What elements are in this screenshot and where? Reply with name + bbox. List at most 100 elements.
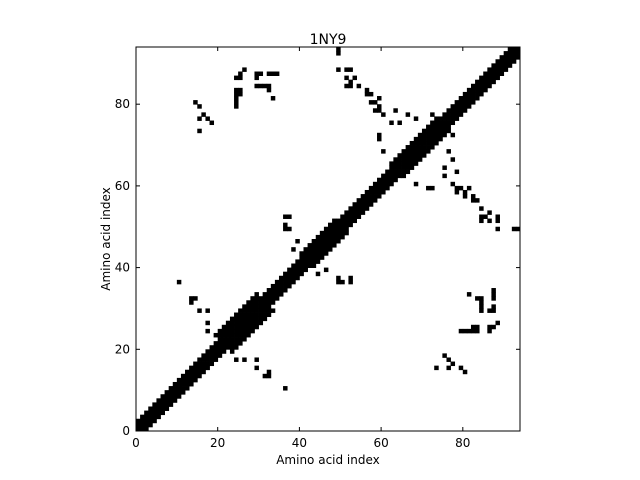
contact-cell <box>217 341 223 346</box>
contact-cell <box>254 324 259 330</box>
contact-cell <box>450 116 456 121</box>
contact-cell <box>242 312 247 318</box>
contact-cell <box>348 222 353 228</box>
contact-cell <box>295 259 300 264</box>
contact-cell <box>148 422 153 428</box>
contact-cell <box>479 206 484 211</box>
contact-cell <box>266 300 272 305</box>
contact-cell <box>234 316 239 322</box>
contact-cell <box>401 153 407 158</box>
contact-cell <box>336 239 341 244</box>
contact-cell <box>368 202 374 207</box>
contact-cell <box>311 243 317 248</box>
contact-cell <box>446 357 451 362</box>
contact-cell <box>201 361 206 367</box>
contact-cell <box>479 214 484 219</box>
contact-cell <box>213 332 219 338</box>
contact-cell <box>475 328 480 334</box>
contact-cell <box>164 390 170 395</box>
contact-cell <box>209 357 215 362</box>
contact-cell <box>495 226 500 232</box>
contact-cell <box>299 251 304 256</box>
contact-cell <box>421 132 427 138</box>
contact-cell <box>507 55 513 60</box>
contact-cell <box>270 292 276 297</box>
contact-cell <box>417 157 423 162</box>
contact-cell <box>409 153 415 158</box>
contact-cell <box>168 394 174 399</box>
contact-cell <box>332 230 337 236</box>
contact-cell <box>193 296 198 301</box>
contact-cell <box>201 365 206 371</box>
contact-cells <box>136 47 521 432</box>
contact-cell <box>356 214 362 219</box>
contact-cell <box>250 296 255 301</box>
contact-cell <box>470 100 476 105</box>
contact-cell <box>246 308 251 313</box>
contact-cell <box>515 226 521 232</box>
contact-cell <box>189 381 194 387</box>
contact-cell <box>266 292 272 297</box>
contact-cell <box>450 112 456 117</box>
contact-cell <box>446 108 451 113</box>
contact-cell <box>397 161 402 166</box>
contact-cell <box>185 377 190 383</box>
contact-cell <box>434 132 439 138</box>
contact-cell <box>377 132 382 138</box>
contact-cell <box>401 173 407 179</box>
contact-cell <box>438 132 443 138</box>
contact-cell <box>450 132 456 138</box>
contact-cell <box>238 337 243 342</box>
contact-cell <box>319 251 325 256</box>
contact-cell <box>352 206 357 211</box>
contact-cell <box>323 247 329 252</box>
contact-cell <box>209 349 215 354</box>
contact-cell <box>348 275 353 281</box>
contact-cell <box>470 194 476 199</box>
contact-cell <box>229 345 235 350</box>
contact-cell <box>421 140 427 146</box>
contact-cell <box>434 140 439 146</box>
contact-cell <box>185 381 190 387</box>
contact-cell <box>356 198 362 203</box>
contact-cell <box>152 402 157 407</box>
contact-cell <box>311 263 317 268</box>
contact-cell <box>434 136 439 142</box>
contact-cell <box>393 165 398 170</box>
contact-cell <box>266 83 272 89</box>
contact-cell <box>225 337 231 342</box>
contact-cell <box>238 341 243 346</box>
contact-cell <box>254 296 259 301</box>
contact-cell <box>352 218 357 224</box>
contact-cell <box>140 426 145 432</box>
contact-cell <box>246 328 251 334</box>
contact-cell <box>385 177 390 183</box>
contact-cell <box>405 157 411 162</box>
contact-cell <box>368 194 374 199</box>
contact-cell <box>450 104 456 109</box>
contact-cell <box>397 165 402 170</box>
contact-cell <box>242 337 247 342</box>
contact-cell <box>238 75 243 81</box>
contact-cell <box>483 79 488 85</box>
contact-cell <box>197 361 202 367</box>
contact-cell <box>348 279 353 285</box>
contact-cell <box>225 332 231 338</box>
contact-cell <box>278 275 284 281</box>
contact-cell <box>352 75 357 81</box>
contact-cell <box>430 128 435 134</box>
contact-cell <box>364 87 370 93</box>
contact-cell <box>466 292 472 297</box>
contact-cell <box>393 161 398 166</box>
contact-cell <box>176 386 182 391</box>
contact-cell <box>168 390 174 395</box>
contact-cell <box>176 377 182 383</box>
contact-cell <box>479 79 484 85</box>
contact-cell <box>189 296 194 301</box>
contact-cell <box>319 239 325 244</box>
contact-cell <box>417 145 423 150</box>
contact-cell <box>417 140 423 146</box>
contact-cell <box>283 271 288 277</box>
contact-cell <box>303 259 308 264</box>
contact-cell <box>213 341 219 346</box>
